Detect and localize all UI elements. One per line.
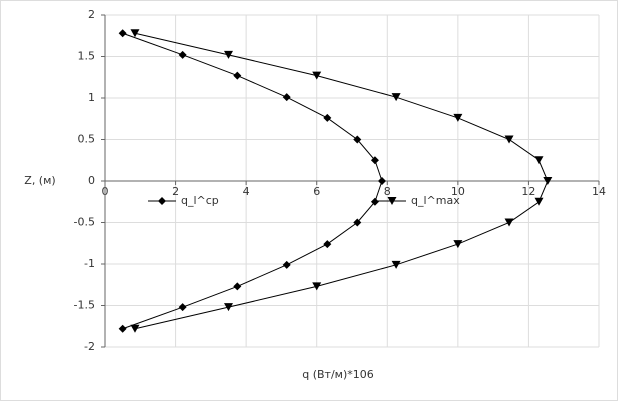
y-tick-label: -2 [84,340,95,353]
x-tick-label: 4 [243,185,250,198]
marker [391,93,401,102]
marker [504,135,514,144]
y-tick-label: 0 [88,174,95,187]
y-axis-label: Z, (м) [24,174,55,187]
legend-marker [387,197,397,205]
marker [178,50,187,59]
marker [534,156,544,165]
x-tick-label: 14 [592,185,606,198]
y-tick-label: -0.5 [74,216,95,229]
y-tick-label: 1 [88,91,95,104]
marker [312,282,322,291]
marker [178,303,187,312]
x-tick-label: 2 [172,185,179,198]
y-tick-label: 1.5 [78,50,96,63]
marker [130,29,140,38]
marker [453,113,463,122]
marker [282,93,291,102]
marker [543,177,553,185]
marker [377,177,386,185]
marker [353,135,362,144]
marker [453,240,463,249]
legend-label: q_l^max [411,194,460,207]
y-tick-label: -1.5 [74,299,95,312]
y-tick-label: -1 [84,257,95,270]
marker [370,197,379,206]
marker [118,29,127,38]
marker [323,240,332,249]
marker [534,197,544,206]
marker [233,71,242,80]
marker [323,113,332,122]
x-tick-label: 6 [313,185,320,198]
marker [353,218,362,227]
marker [504,218,514,227]
marker [224,50,233,59]
marker [391,260,401,269]
marker [118,324,127,333]
y-tick-label: 2 [88,8,95,21]
marker [370,156,379,165]
legend-marker [158,197,166,205]
x-tick-label: 10 [451,185,465,198]
marker [233,282,242,291]
marker [224,303,233,312]
x-axis-label: q (Вт/м)*106 [302,368,374,381]
legend-label: q_l^cp [181,194,219,207]
marker [130,324,140,333]
marker [312,71,322,80]
x-tick-label: 12 [521,185,535,198]
y-tick-label: 0.5 [78,133,96,146]
x-tick-label: 8 [384,185,391,198]
marker [282,260,291,269]
